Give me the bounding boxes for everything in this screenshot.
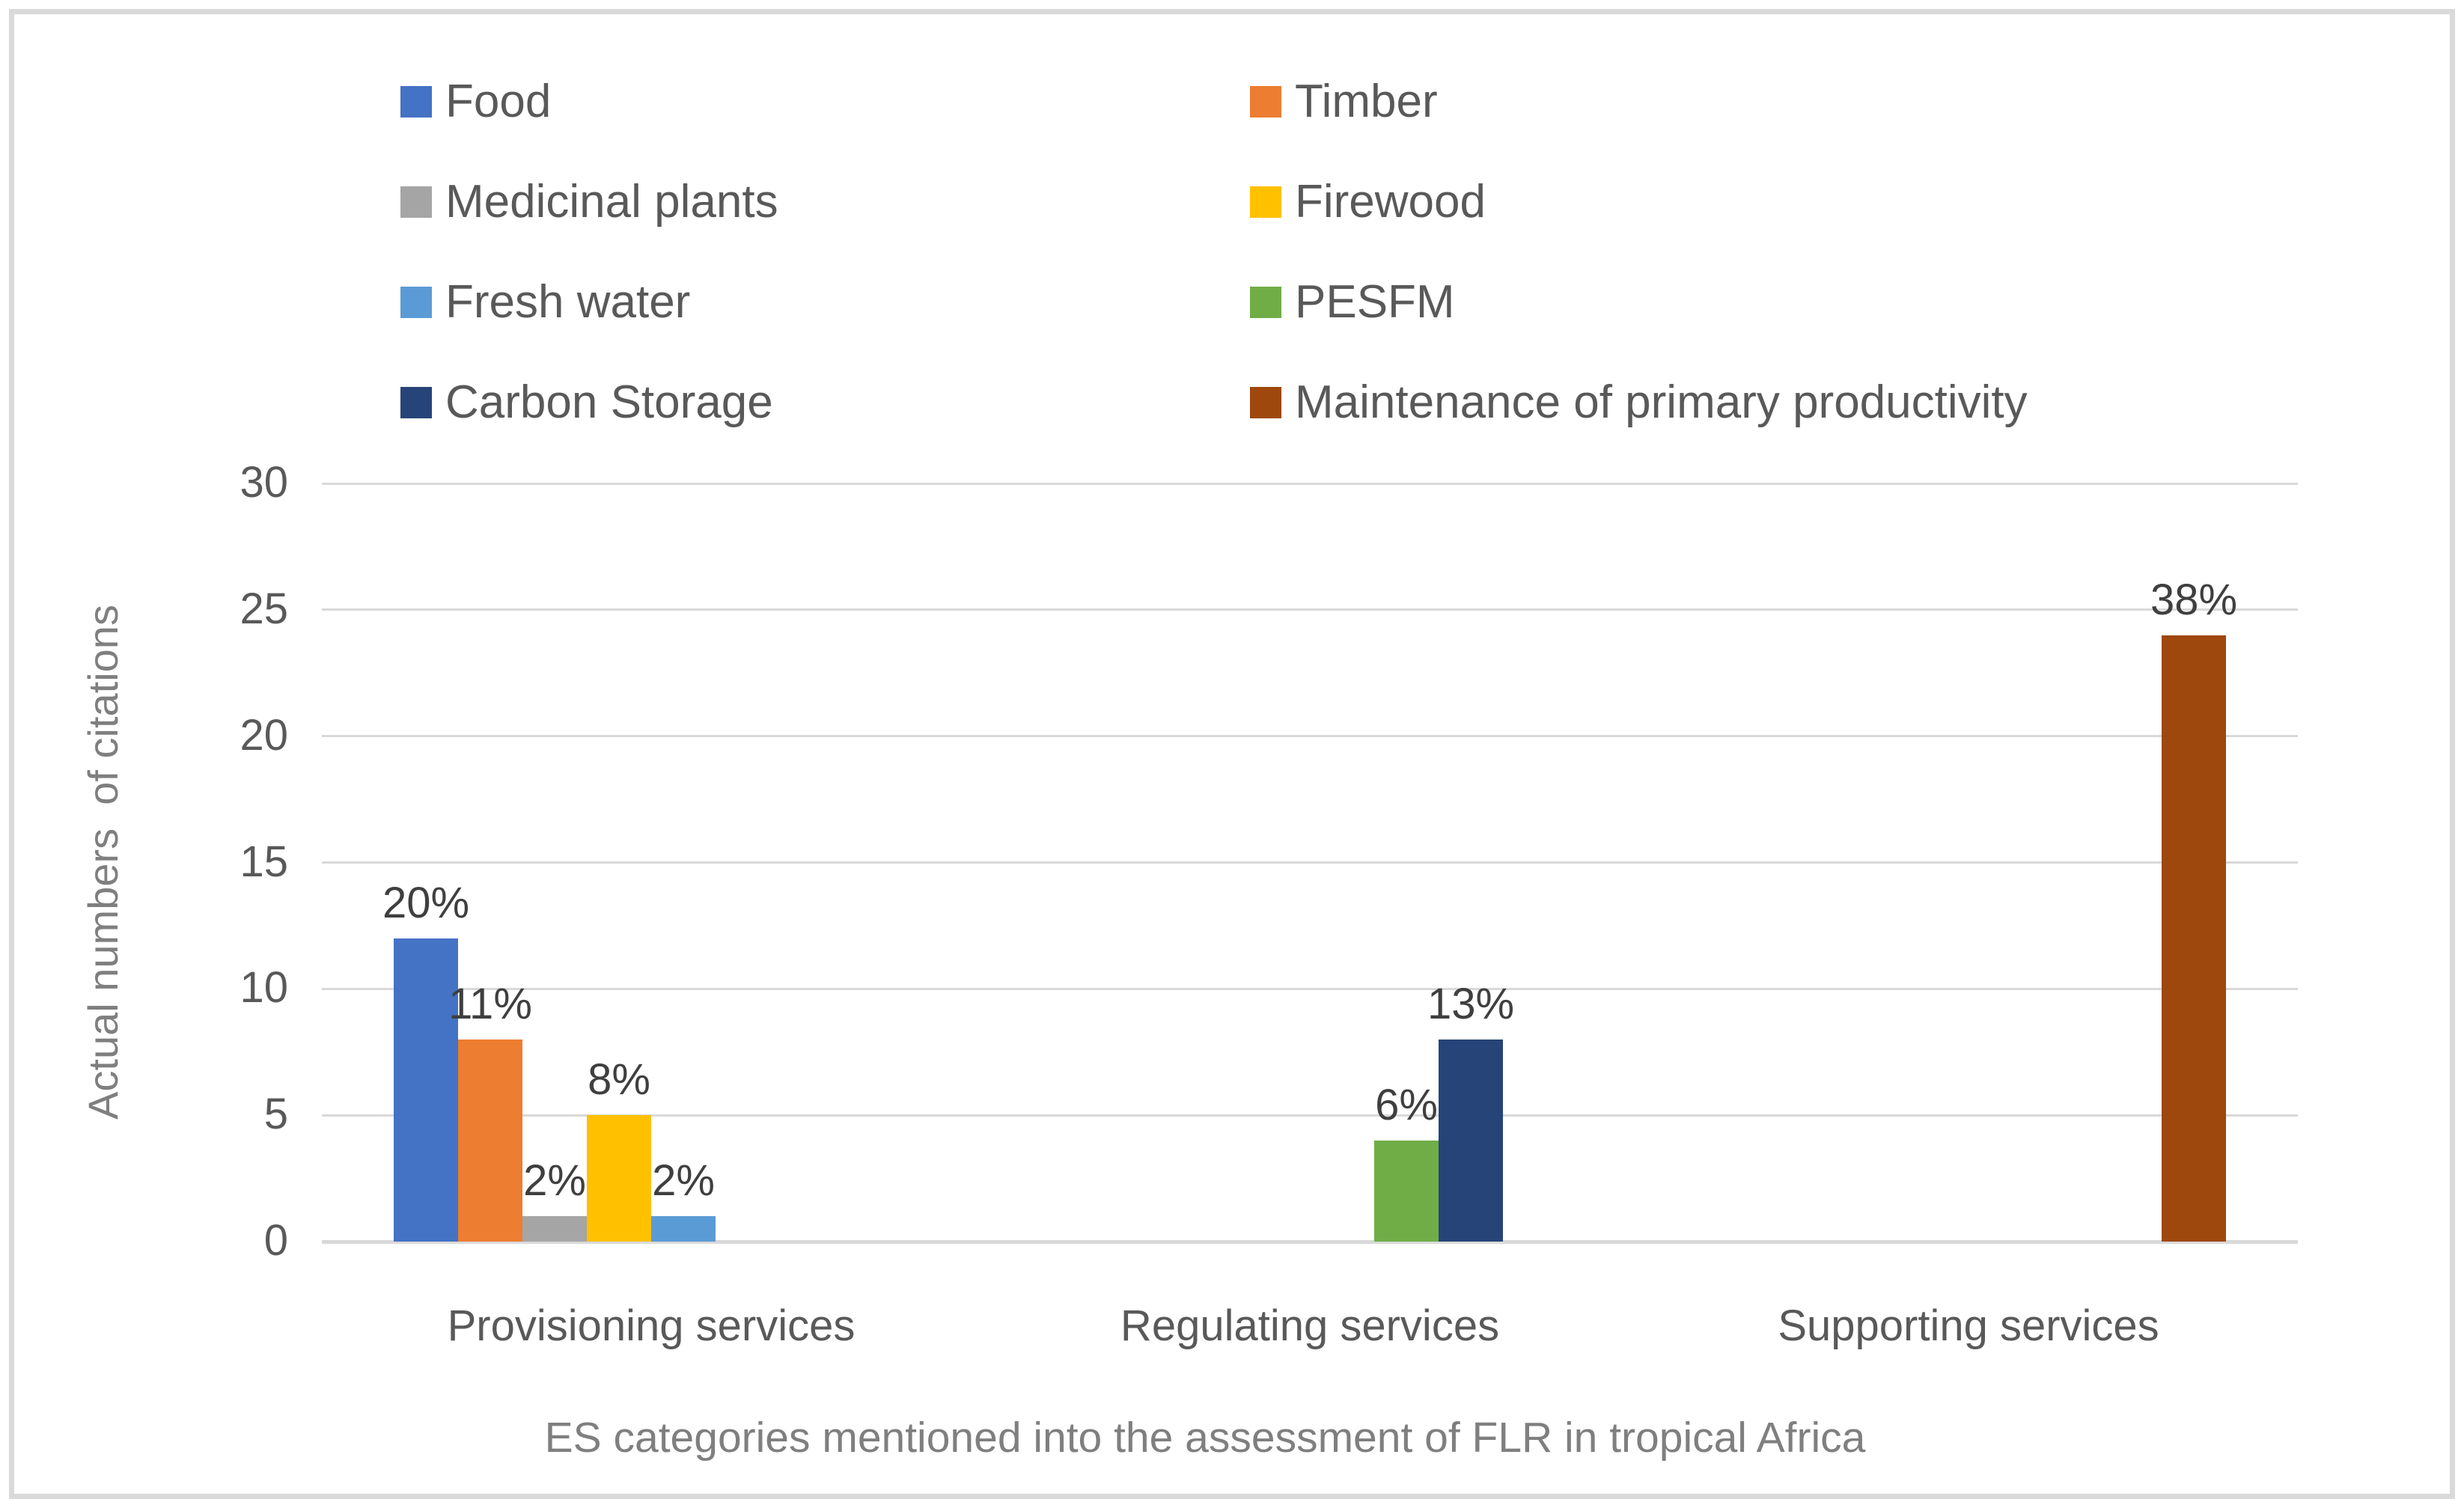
gridline — [322, 861, 2298, 864]
y-tick-label: 30 — [240, 457, 288, 507]
legend-swatch-maintenance-of-primary-productivity — [1250, 387, 1281, 418]
y-tick-label: 5 — [263, 1089, 288, 1138]
bar-timber — [458, 1039, 522, 1242]
y-tick-label: 10 — [240, 963, 288, 1013]
legend-swatch-food — [400, 86, 432, 117]
x-axis-line — [322, 1240, 2298, 1244]
legend-label: Food — [445, 76, 552, 127]
y-tick-label: 25 — [240, 584, 288, 633]
legend-swatch-pesfm — [1250, 287, 1281, 318]
data-label-medicinal-plants: 2% — [523, 1156, 586, 1206]
data-label-fresh-water: 2% — [652, 1156, 715, 1206]
gridline — [322, 1114, 2298, 1117]
legend-label: Timber — [1295, 76, 1438, 127]
x-category-label-supporting-services: Supporting services — [1778, 1301, 2159, 1350]
data-label-food: 20% — [382, 878, 470, 927]
legend-swatch-firewood — [1250, 186, 1281, 218]
gridline — [322, 987, 2298, 990]
legend-label: Carbon Storage — [445, 376, 773, 428]
bar-firewood — [587, 1115, 651, 1242]
data-label-maintenance-of-primary-productivity: 38% — [2150, 575, 2238, 624]
x-category-label-regulating-services: Regulating services — [1120, 1301, 1500, 1350]
data-label-carbon-storage: 13% — [1427, 979, 1515, 1028]
y-tick-label: 15 — [240, 837, 288, 886]
bar-carbon-storage — [1439, 1039, 1503, 1242]
legend-item-timber: Timber — [1250, 79, 1438, 125]
chart-frame — [9, 9, 2455, 1499]
legend-item-firewood: Firewood — [1250, 179, 1486, 225]
legend-label: Firewood — [1295, 176, 1486, 228]
legend-swatch-timber — [1250, 86, 1281, 117]
y-tick-label: 0 — [263, 1215, 288, 1265]
legend-item-pesfm: PESFM — [1250, 279, 1455, 326]
legend-item-maintenance-of-primary-productivity: Maintenance of primary productivity — [1250, 379, 2028, 426]
bar-pesfm — [1374, 1140, 1439, 1242]
legend-swatch-fresh-water — [400, 287, 432, 318]
legend-item-carbon-storage: Carbon Storage — [400, 379, 773, 426]
y-tick-label: 20 — [240, 710, 288, 760]
legend-label: Fresh water — [445, 276, 691, 328]
legend-label: Maintenance of primary productivity — [1295, 376, 2028, 428]
bar-fresh-water — [651, 1216, 716, 1242]
y-axis-title: Actual numbers of citations — [79, 605, 126, 1120]
gridline — [322, 482, 2298, 485]
bar-maintenance-of-primary-productivity — [2162, 635, 2226, 1242]
legend-label: PESFM — [1295, 276, 1455, 328]
data-label-timber: 11% — [448, 979, 532, 1028]
x-axis-title: ES categories mentioned into the assessm… — [544, 1414, 1866, 1462]
legend-item-fresh-water: Fresh water — [400, 279, 690, 326]
legend-item-food: Food — [400, 79, 551, 125]
legend-label: Medicinal plants — [445, 176, 778, 228]
bar-medicinal-plants — [522, 1216, 587, 1242]
data-label-pesfm: 6% — [1375, 1080, 1438, 1129]
legend-swatch-medicinal-plants — [400, 186, 432, 218]
legend-item-medicinal-plants: Medicinal plants — [400, 179, 778, 225]
x-category-label-provisioning-services: Provisioning services — [447, 1301, 856, 1350]
legend-swatch-carbon-storage — [400, 387, 432, 418]
data-label-firewood: 8% — [588, 1055, 650, 1105]
bar-food — [394, 938, 458, 1242]
gridline — [322, 608, 2298, 611]
gridline — [322, 735, 2298, 738]
